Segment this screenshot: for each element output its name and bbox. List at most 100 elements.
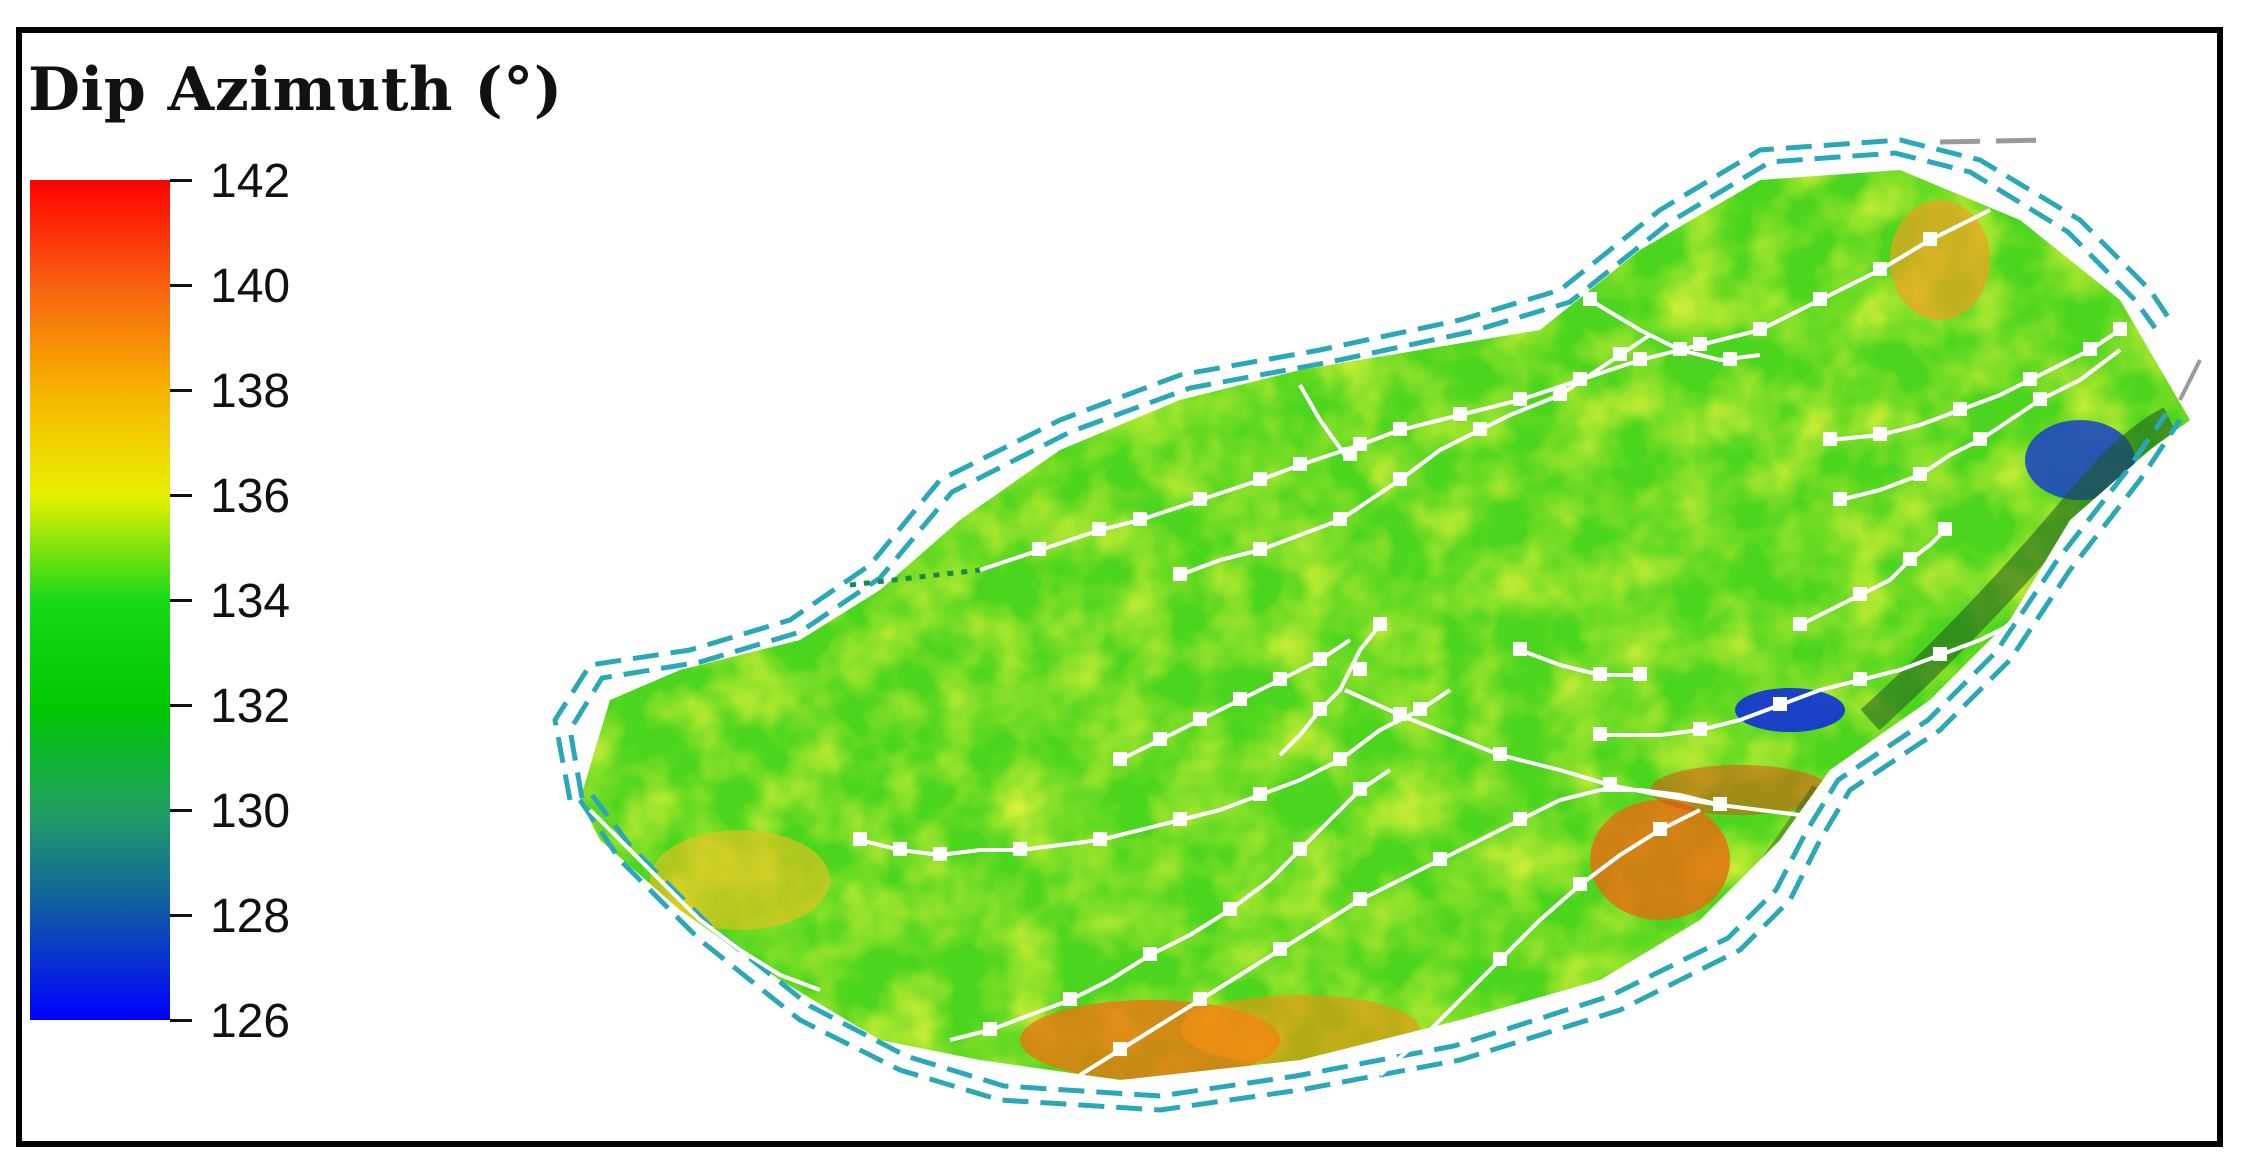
fault-marker [1773,697,1787,711]
fault-marker [1343,447,1357,461]
colorbar-tick [170,1019,192,1022]
fault-marker [1673,342,1687,356]
colorbar-tick-label: 136 [210,470,291,523]
fault-marker [1253,787,1267,801]
colorbar-tick [170,914,192,917]
fault-marker [1873,262,1887,276]
colorbar-tick [170,179,192,182]
fault-marker [1613,347,1627,361]
fault-marker [1393,422,1407,436]
marker-group [1032,232,1937,556]
fault-marker [1293,457,1307,471]
fault-marker [1273,672,1287,686]
colorbar [30,180,170,1020]
fault-marker [1013,842,1027,856]
fault-marker [1093,832,1107,846]
fault-marker [1253,542,1267,556]
fault-marker [1603,777,1617,791]
colorbar-tick-label: 138 [210,365,291,418]
high-azimuth-patch [1590,800,1730,920]
fault-marker [1853,672,1867,686]
fault-line [1278,623,1382,757]
fault-marker [1293,842,1307,856]
colorbar-tick-label: 130 [210,785,291,838]
fault-marker [1223,902,1237,916]
fault-marker [1313,702,1327,716]
fault-marker [1233,692,1247,706]
fault-line [949,768,1392,1042]
fault-marker [1513,392,1527,406]
fault-marker [983,1022,997,1036]
colorbar-tick-label: 140 [210,260,291,313]
fault-line [1378,808,1701,1077]
boundary-polygons [552,137,2183,1113]
fault-marker [1873,427,1887,441]
fault-marker [1513,812,1527,826]
fault-marker [1693,722,1707,736]
fault-marker [1353,662,1367,676]
fault-line [588,808,821,992]
colorbar-tick [170,809,192,812]
fault-marker [1353,892,1367,906]
colorbar-tick-label: 142 [210,155,291,208]
fault-marker [1393,707,1407,721]
fault-marker [2113,322,2127,336]
fault-marker [1583,292,1597,306]
fault-marker [1032,542,1046,556]
fault-marker [1633,667,1647,681]
fault-marker [1903,552,1917,566]
marker-group [983,782,1667,1056]
fault-marker [1713,797,1727,811]
fault-line [1519,648,1640,677]
fault-marker [933,847,947,861]
fault-marker [1333,512,1347,526]
fault-marker [1793,617,1807,631]
fault-marker [1553,387,1567,401]
fault-marker [1193,712,1207,726]
outline-extension [1939,137,2051,145]
fault-marker [1063,992,1077,1006]
fault-marker [893,842,907,856]
fault-marker [1153,732,1167,746]
fault-marker [1653,822,1667,836]
outline-extension [2178,359,2202,401]
fault-line [1829,328,2122,442]
fault-marker [1723,352,1737,366]
fault-marker [1513,642,1527,656]
colorbar-tick-label: 126 [210,995,291,1048]
high-azimuth-patch [1180,995,1420,1065]
fault-marker [1853,587,1867,601]
colorbar-tick-label: 128 [210,890,291,943]
fault-marker [1433,852,1447,866]
fault-marker [853,832,867,846]
colorbar-tick-label: 132 [210,680,291,733]
fault-marker [1133,512,1147,526]
fault-marker [1573,372,1587,386]
fault-marker [1693,337,1707,351]
fault-marker [1253,472,1267,486]
fault-marker [1913,467,1927,481]
dark-ridge-shadow [1860,407,2177,731]
fault-marker [1353,782,1367,796]
colorbar-tick [170,599,192,602]
boundary-lower-outer [577,418,2183,1113]
fault-marker [1633,352,1647,366]
colorbar-tick [170,494,192,497]
fault-marker [1092,522,1106,536]
fault-marker [1593,667,1607,681]
marker-group [1173,347,1627,581]
fault-marker [1953,402,1967,416]
fault-marker [1593,727,1607,741]
legend-title: Dip Azimuth (°) [28,55,563,125]
high-azimuth-patch [650,830,830,930]
fault-markers [853,232,2127,1056]
high-azimuth-patch [1890,200,1990,320]
fault-marker [1413,1032,1427,1046]
fault-marker [1453,407,1467,421]
fault-marker [1393,472,1407,486]
fault-marker [1473,422,1487,436]
fault-marker [1938,522,1952,536]
fault-marker [1753,322,1767,336]
fault-marker [1173,812,1187,826]
low-azimuth-patch [1735,688,1845,732]
